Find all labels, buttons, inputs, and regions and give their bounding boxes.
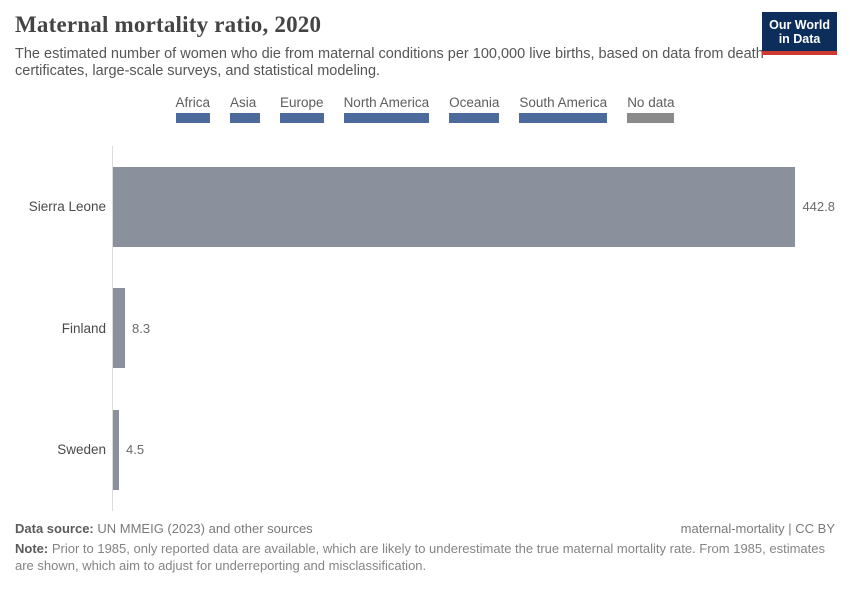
legend-label: No data: [627, 94, 675, 110]
page-title: Maternal mortality ratio, 2020: [15, 12, 322, 37]
bar-finland[interactable]: [112, 288, 125, 369]
bar-chart: Sierra Leone 442.8 Finland 8.3 Sweden 4.5: [15, 145, 835, 511]
data-source: Data source: UN MMEIG (2023) and other s…: [15, 521, 313, 536]
note-label: Note:: [15, 540, 49, 556]
chart-page: Maternal mortality ratio, 2020 Our World…: [15, 12, 837, 575]
legend-swatch: [175, 112, 211, 123]
legend-item-no-data[interactable]: No data: [627, 94, 675, 123]
legend-swatch: [519, 112, 608, 123]
legend-swatch: [230, 112, 261, 123]
owid-logo[interactable]: Our World in Data: [762, 12, 837, 55]
legend-swatch: [627, 112, 675, 123]
legend-item-south-america[interactable]: South America: [519, 94, 608, 123]
chart-note: Note: Prior to 1985, only reported data …: [15, 541, 835, 575]
legend-item-north-america[interactable]: North America: [343, 94, 430, 123]
continent-legend: Africa Asia Europe North America Oceania Sout…: [15, 95, 835, 123]
legend-label: Asia: [230, 94, 257, 110]
legend-label: Europe: [280, 94, 324, 110]
bar-sweden[interactable]: [112, 409, 119, 490]
source-row: Data source: UN MMEIG (2023) and other s…: [15, 521, 835, 536]
chart-row: Sierra Leone 442.8: [15, 146, 835, 268]
entity-label: Sweden: [57, 442, 106, 458]
bar-sierra-leone[interactable]: [112, 166, 796, 247]
legend-label: Oceania: [449, 94, 500, 110]
owid-logo-line1: Our World: [769, 18, 830, 32]
entity-label: Sierra Leone: [28, 199, 106, 215]
value-label: 4.5: [126, 442, 145, 458]
legend-item-oceania[interactable]: Oceania: [449, 94, 500, 123]
value-label: 8.3: [132, 320, 151, 336]
note-text: Prior to 1985, only reported data are av…: [15, 540, 825, 573]
legend-label: South America: [519, 94, 608, 110]
legend-label: North America: [343, 94, 430, 110]
chart-subtitle: The estimated number of women who die fr…: [15, 46, 764, 80]
legend-label: Africa: [175, 94, 211, 110]
value-label: 442.8: [802, 199, 835, 215]
legend-item-asia[interactable]: Asia: [230, 94, 261, 123]
legend-swatch: [280, 112, 324, 123]
bar-chart-rows: Sierra Leone 442.8 Finland 8.3 Sweden 4.5: [15, 146, 835, 511]
legend-swatch: [343, 112, 430, 123]
chart-footer: Data source: UN MMEIG (2023) and other s…: [15, 521, 835, 575]
data-source-text: UN MMEIG (2023) and other sources: [93, 520, 313, 536]
chart-row: Finland 8.3: [15, 267, 835, 389]
legend-item-europe[interactable]: Europe: [280, 95, 324, 123]
legend-item-africa[interactable]: Africa: [175, 94, 211, 123]
entity-label: Finland: [61, 320, 106, 336]
chart-row: Sweden 4.5: [15, 389, 835, 511]
data-source-label: Data source:: [15, 520, 94, 536]
owid-logo-line2: in Data: [778, 32, 821, 47]
legend-swatch: [449, 112, 500, 123]
y-axis-line: [112, 145, 113, 511]
license-text[interactable]: maternal-mortality | CC BY: [680, 520, 835, 536]
